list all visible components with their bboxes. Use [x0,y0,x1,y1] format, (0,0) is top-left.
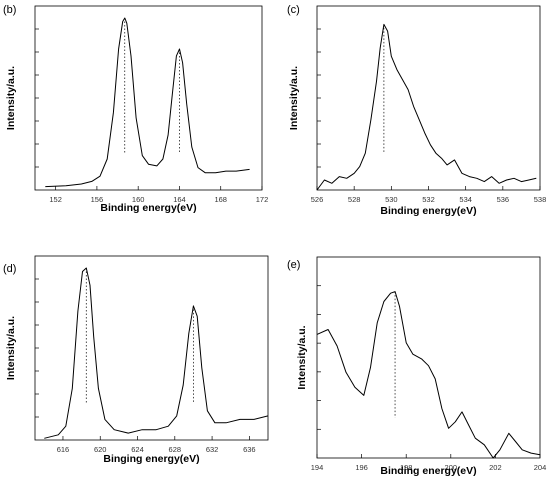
x-tick-label: 198 [400,463,413,472]
x-tick-label: 152 [49,195,62,204]
x-tick-label: 526 [311,195,324,204]
y-axis-title: Intensity/a.u. [5,316,17,380]
x-tick-label: 204 [534,463,547,472]
panel-3: 616 620 624 628 632 636 (d) Binging energy(eV) I… [3,255,269,465]
x-tick-label: 156 [91,195,104,204]
panel-label: (b) [3,4,16,16]
spectrum-line [316,291,541,459]
panel-label: (e) [287,259,300,271]
y-axis-title: Intensity/a.u. [5,66,17,130]
y-axis-title: Intensity/a.u. [288,66,300,130]
x-tick-label: 532 [422,195,435,204]
x-tick-label: 624 [131,445,144,454]
plot-frame [34,255,269,441]
x-tick-label: 632 [206,445,219,454]
plot-frame [34,5,263,191]
x-tick-label: 196 [355,463,368,472]
x-tick-label: 202 [489,463,502,472]
y-axis-title: Intensity/a.u. [296,325,308,389]
x-tick-label: 534 [459,195,472,204]
panel-label: (c) [287,4,300,16]
x-tick-label: 628 [169,445,182,454]
x-tick-label: 530 [385,195,398,204]
panel-label: (d) [3,263,16,275]
x-tick-label: 528 [348,195,361,204]
x-tick-label: 536 [497,195,510,204]
x-axis-title: Binding energy(eV) [380,465,476,477]
x-tick-label: 172 [256,195,269,204]
panel-4: 194 196 198 200 202 204 (e) Binding energy(eV) I… [287,256,547,477]
x-tick-label: 194 [311,463,324,472]
plot-frame [316,256,541,459]
x-tick-label: 164 [173,195,186,204]
x-tick-label: 200 [445,463,458,472]
spectrum-line [44,267,269,439]
plot-frame [316,5,541,191]
x-tick-label: 168 [214,195,227,204]
x-tick-label: 616 [57,445,70,454]
x-axis-title: Binging energy(eV) [103,453,199,465]
x-tick-label: 160 [132,195,145,204]
x-tick-label: 538 [534,195,547,204]
spectrum-line [316,23,537,191]
panel-1: 152 156 160 164 168 172 (b) Binding energy(eV) I… [3,4,268,214]
x-axis-title: Binding energy(eV) [380,205,476,217]
x-tick-label: 636 [243,445,256,454]
x-tick-label: 620 [94,445,107,454]
panel-2: 526 528 530 532 534 536 538 (c) Binding energy(e… [287,4,546,217]
x-axis-title: Binding energy(eV) [100,202,196,214]
spectrum-line [45,17,250,188]
